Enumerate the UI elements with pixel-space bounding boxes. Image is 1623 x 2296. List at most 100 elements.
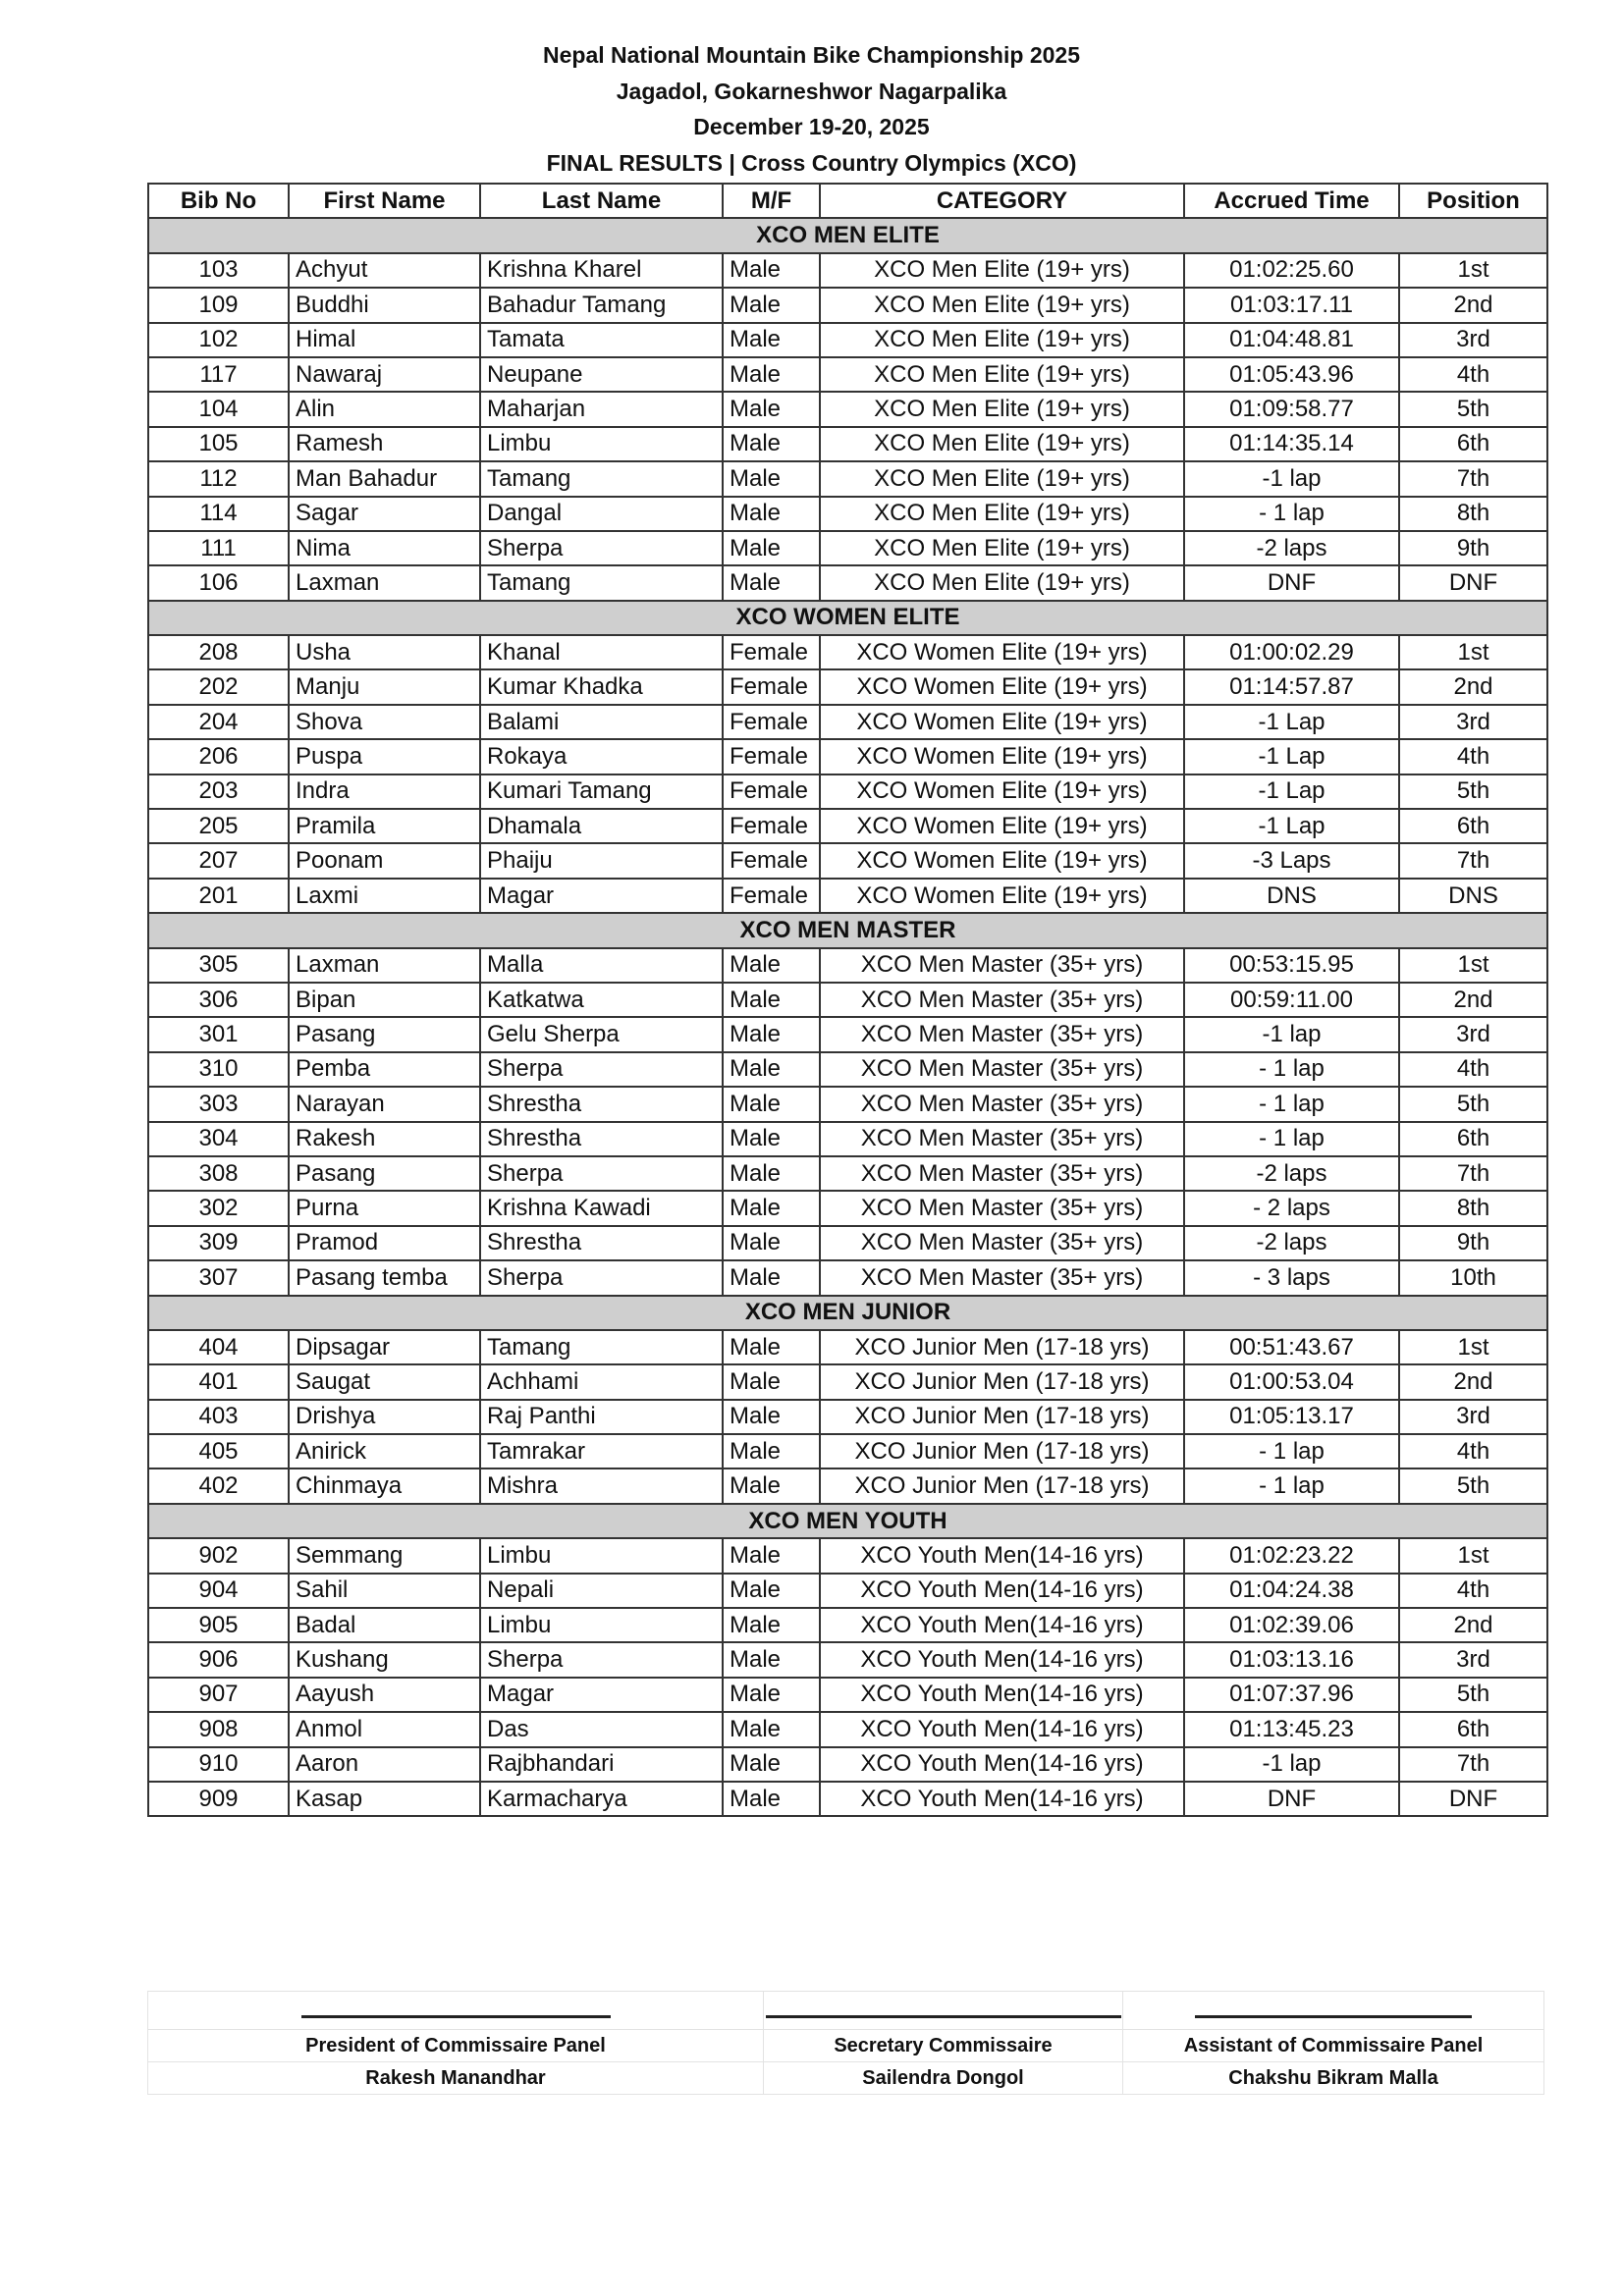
cell-category: XCO Junior Men (17-18 yrs) (819, 1363, 1185, 1401)
cell-accrued-time: - 1 lap (1183, 1050, 1400, 1089)
document-header: Nepal National Mountain Bike Championshi… (0, 37, 1623, 181)
cell-position: 6th (1398, 425, 1548, 463)
cell-first-name: Achyut (288, 251, 481, 290)
category-group-title: XCO MEN ELITE (147, 217, 1548, 254)
cell-accrued-time: -2 laps (1183, 529, 1400, 567)
signature-role: Assistant of Commissaire Panel (1122, 2029, 1544, 2062)
cell-category: XCO Men Elite (19+ yrs) (819, 564, 1185, 602)
cell-gender: Male (722, 1607, 821, 1644)
cell-gender: Male (722, 1780, 821, 1818)
cell-category: XCO Men Elite (19+ yrs) (819, 321, 1185, 358)
cell-last-name: Tamata (479, 321, 724, 358)
cell-category: XCO Men Elite (19+ yrs) (819, 251, 1185, 290)
cell-gender: Female (722, 738, 821, 775)
cell-first-name: Semmang (288, 1537, 481, 1575)
cell-category: XCO Junior Men (17-18 yrs) (819, 1433, 1185, 1470)
cell-first-name: Pemba (288, 1050, 481, 1089)
cell-bib-no: 905 (147, 1607, 290, 1644)
cell-bib-no: 206 (147, 738, 290, 775)
cell-accrued-time: 01:07:37.96 (1183, 1676, 1400, 1714)
cell-gender: Male (722, 321, 821, 358)
cell-category: XCO Men Master (35+ yrs) (819, 1050, 1185, 1089)
cell-last-name: Tamang (479, 1328, 724, 1366)
cell-category: XCO Junior Men (17-18 yrs) (819, 1398, 1185, 1436)
cell-first-name: Aayush (288, 1676, 481, 1714)
cell-bib-no: 205 (147, 808, 290, 845)
cell-bib-no: 909 (147, 1780, 290, 1818)
cell-accrued-time: -1 Lap (1183, 773, 1400, 811)
category-group-title: XCO MEN MASTER (147, 912, 1548, 949)
cell-first-name: Dipsagar (288, 1328, 481, 1366)
cell-position: 4th (1398, 1572, 1548, 1610)
cell-gender: Male (722, 287, 821, 324)
signature-block: President of Commissaire Panel Secretary… (147, 1991, 1544, 2095)
cell-position: 6th (1398, 808, 1548, 845)
cell-last-name: Limbu (479, 425, 724, 463)
cell-gender: Male (722, 1328, 821, 1366)
table-row: 109 Buddhi Bahadur Tamang Male XCO Men Elite… (147, 287, 1548, 324)
cell-accrued-time: 01:02:25.60 (1183, 251, 1400, 290)
cell-position: 9th (1398, 529, 1548, 567)
cell-category: XCO Men Elite (19+ yrs) (819, 460, 1185, 498)
cell-position: 1st (1398, 251, 1548, 290)
cell-first-name: Buddhi (288, 287, 481, 324)
event-dates: December 19-20, 2025 (693, 114, 930, 139)
cell-last-name: Mishra (479, 1468, 724, 1505)
cell-category: XCO Men Elite (19+ yrs) (819, 355, 1185, 394)
table-row: 910 Aaron Rajbhandari Male XCO Youth Men(14-… (147, 1745, 1548, 1783)
cell-position: 1st (1398, 634, 1548, 671)
cell-last-name: Dangal (479, 495, 724, 532)
cell-last-name: Sherpa (479, 529, 724, 567)
signature-line-assistant (1122, 1991, 1544, 2030)
cell-accrued-time: -2 laps (1183, 1224, 1400, 1262)
cell-last-name: Kumar Khadka (479, 668, 724, 706)
cell-bib-no: 902 (147, 1537, 290, 1575)
cell-position: 4th (1398, 1433, 1548, 1470)
cell-gender: Female (722, 703, 821, 741)
cell-position: DNF (1398, 564, 1548, 602)
cell-accrued-time: - 1 lap (1183, 1086, 1400, 1123)
cell-position: 6th (1398, 1120, 1548, 1157)
cell-gender: Male (722, 1537, 821, 1575)
cell-accrued-time: 01:14:35.14 (1183, 425, 1400, 463)
signature-line-secretary (763, 1991, 1123, 2030)
table-row: 204 Shova Balami Female XCO Women Elite (19+… (147, 703, 1548, 741)
cell-gender: Male (722, 1641, 821, 1679)
cell-position: 5th (1398, 391, 1548, 428)
cell-category: XCO Men Master (35+ yrs) (819, 1120, 1185, 1157)
cell-category: XCO Women Elite (19+ yrs) (819, 634, 1185, 671)
cell-bib-no: 404 (147, 1328, 290, 1366)
signatory-name: Chakshu Bikram Malla (1122, 2061, 1544, 2095)
table-row: 905 Badal Limbu Male XCO Youth Men(14-16 yrs… (147, 1607, 1548, 1644)
cell-position: 4th (1398, 355, 1548, 394)
cell-gender: Male (722, 981, 821, 1019)
cell-last-name: Maharjan (479, 391, 724, 428)
cell-category: XCO Women Elite (19+ yrs) (819, 773, 1185, 811)
cell-last-name: Shrestha (479, 1224, 724, 1262)
cell-accrued-time: -1 Lap (1183, 808, 1400, 845)
cell-first-name: Ramesh (288, 425, 481, 463)
cell-last-name: Krishna Kharel (479, 251, 724, 290)
cell-position: 2nd (1398, 1607, 1548, 1644)
cell-category: XCO Women Elite (19+ yrs) (819, 808, 1185, 845)
cell-position: 3rd (1398, 1398, 1548, 1436)
cell-first-name: Narayan (288, 1086, 481, 1123)
cell-position: 8th (1398, 495, 1548, 532)
cell-first-name: Himal (288, 321, 481, 358)
cell-category: XCO Men Master (35+ yrs) (819, 1086, 1185, 1123)
table-row: 102 Himal Tamata Male XCO Men Elite (19+ yrs… (147, 321, 1548, 358)
table-row: 112 Man Bahadur Tamang Male XCO Men Elite (1… (147, 460, 1548, 498)
cell-bib-no: 906 (147, 1641, 290, 1679)
cell-first-name: Nawaraj (288, 355, 481, 394)
cell-position: 2nd (1398, 1363, 1548, 1401)
cell-last-name: Achhami (479, 1363, 724, 1401)
cell-category: XCO Men Master (35+ yrs) (819, 1016, 1185, 1053)
table-row: 907 Aayush Magar Male XCO Youth Men(14-16 yr… (147, 1676, 1548, 1714)
cell-bib-no: 309 (147, 1224, 290, 1262)
table-row: 301 Pasang Gelu Sherpa Male XCO Men Master (… (147, 1016, 1548, 1053)
cell-accrued-time: -1 lap (1183, 460, 1400, 498)
cell-accrued-time: 01:00:53.04 (1183, 1363, 1400, 1401)
category-group-title: XCO MEN JUNIOR (147, 1294, 1548, 1331)
cell-bib-no: 402 (147, 1468, 290, 1505)
cell-bib-no: 910 (147, 1745, 290, 1783)
